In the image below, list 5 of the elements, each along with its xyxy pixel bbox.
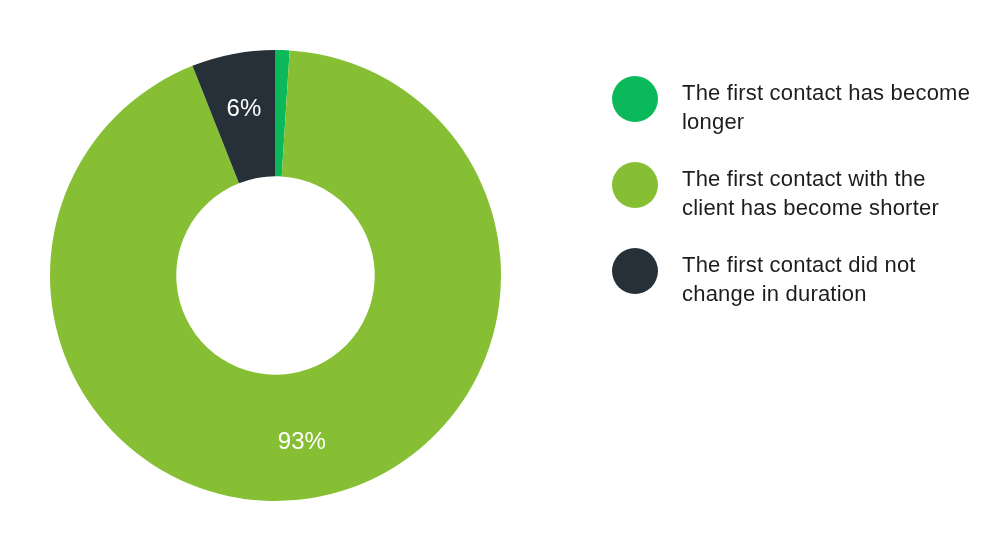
- legend-label: The first contact has become longer: [682, 79, 972, 136]
- legend-label: The first contact did not change in duration: [682, 251, 917, 308]
- data-label: 6%: [226, 94, 262, 122]
- data-label: 93%: [277, 426, 326, 454]
- legend-label: The first contact with the client has become shorter: [682, 165, 940, 222]
